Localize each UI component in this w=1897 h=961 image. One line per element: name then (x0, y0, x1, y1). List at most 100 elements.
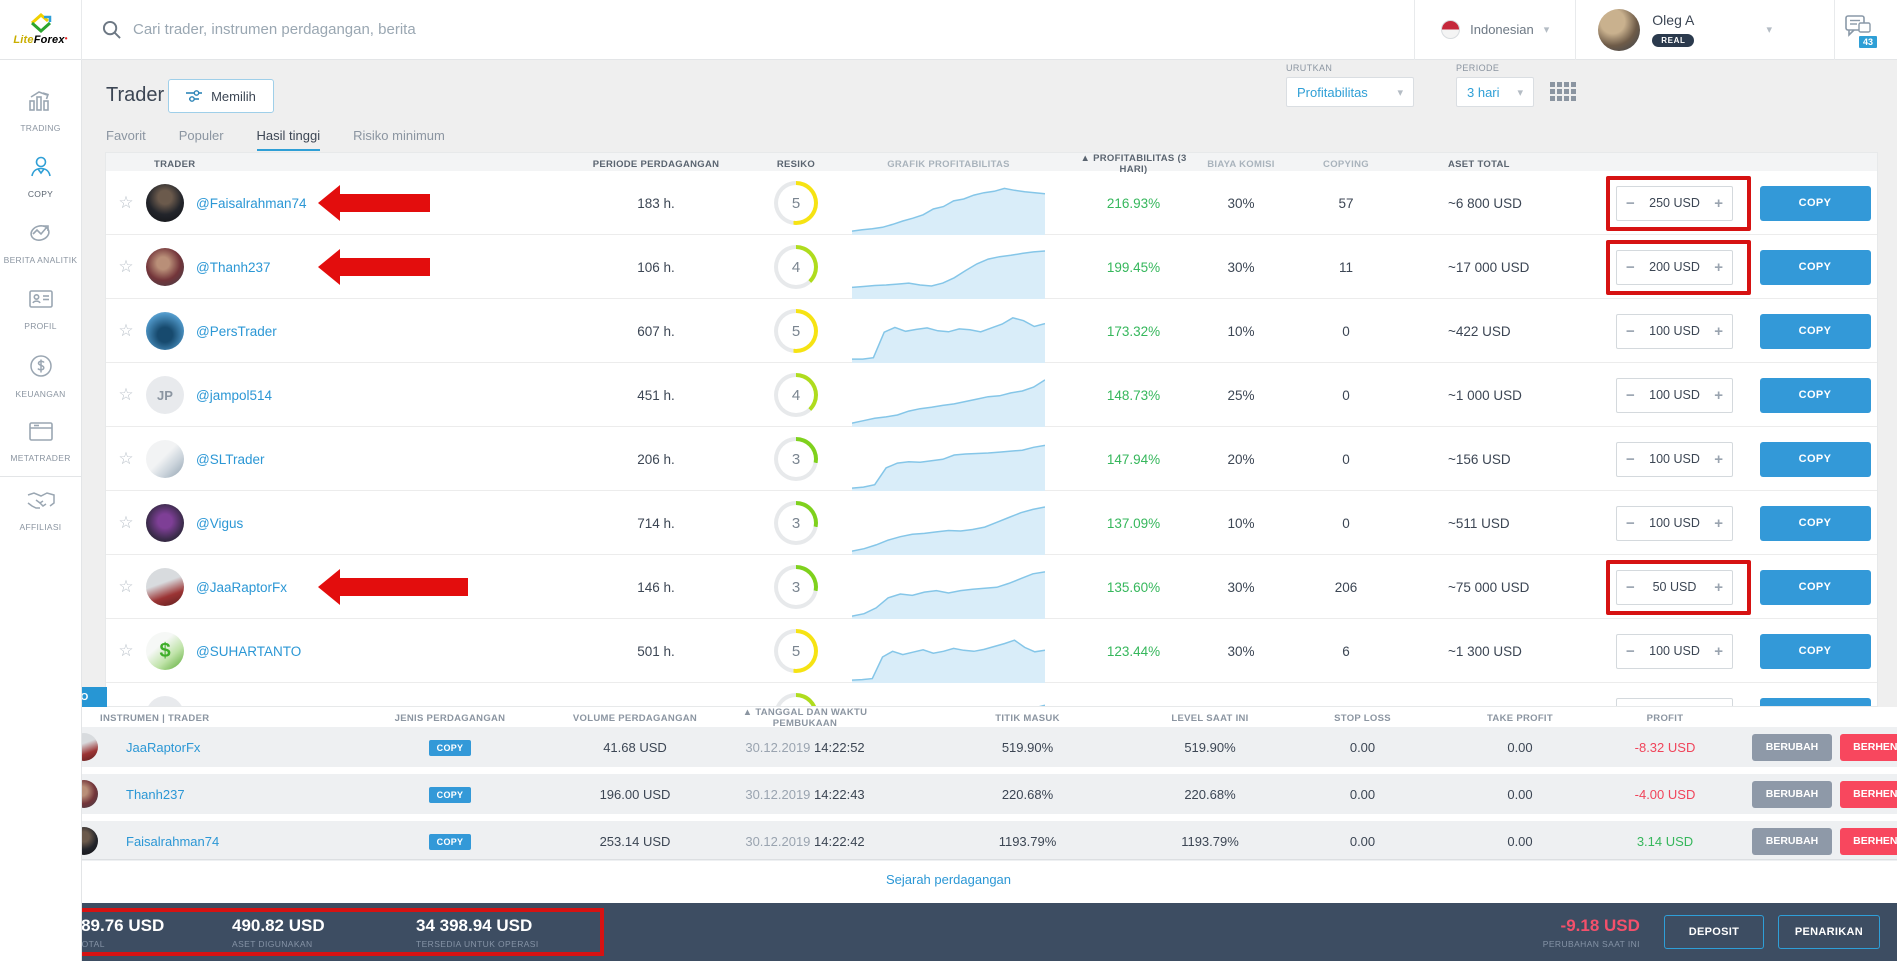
liteforex-logo[interactable]: LiteForex• (0, 0, 82, 60)
copy-button[interactable]: COPY (1760, 506, 1871, 541)
amount-value[interactable]: 100 USD (1649, 516, 1700, 530)
favorite-star-icon[interactable]: ☆ (106, 385, 146, 405)
minus-button[interactable]: − (1626, 515, 1635, 532)
minus-button[interactable]: − (1626, 387, 1635, 404)
col-tanggal-sort[interactable]: ▲ TANGGAL DAN WAKTU PEMBUKAAN (710, 707, 900, 729)
sidebar-item-label: TRADING (20, 123, 60, 133)
sidebar-item-copy[interactable]: COPY (0, 144, 81, 210)
minus-button[interactable]: − (1626, 579, 1635, 596)
change-button[interactable]: BERUBAH (1752, 734, 1832, 761)
trader-name-link[interactable]: Faisalrahman74 (126, 834, 340, 849)
change-button[interactable]: BERUBAH (1752, 828, 1832, 855)
trader-name-link[interactable]: @SLTrader (196, 452, 546, 467)
trader-name-link[interactable]: @jampol514 (196, 388, 546, 403)
trader-name-link[interactable]: Thanh237 (126, 787, 340, 802)
amount-value[interactable]: 100 USD (1649, 644, 1700, 658)
amount-value[interactable]: 100 USD (1649, 324, 1700, 338)
grid-view-icon[interactable] (1550, 82, 1576, 101)
plus-button[interactable]: + (1714, 323, 1723, 340)
plus-button[interactable]: + (1714, 515, 1723, 532)
stop-button[interactable]: BERHENTI (1840, 734, 1897, 761)
trader-avatar[interactable] (146, 440, 184, 478)
trader-avatar[interactable] (146, 504, 184, 542)
user-menu[interactable]: Oleg A REAL ▾ (1576, 9, 1834, 51)
sidebar-item-affiliasi[interactable]: AFFILIASI (0, 479, 81, 543)
trader-avatar[interactable] (146, 248, 184, 286)
total-assets-value: ~1 000 USD (1406, 388, 1606, 403)
tab-risiko-minimum[interactable]: Risiko minimum (353, 128, 445, 151)
copy-button[interactable]: COPY (1760, 250, 1871, 285)
favorite-star-icon[interactable]: ☆ (106, 257, 146, 277)
favorite-star-icon[interactable]: ☆ (106, 513, 146, 533)
trading-period-value: 451 h. (546, 388, 766, 403)
favorite-star-icon[interactable]: ☆ (106, 449, 146, 469)
period-select[interactable]: 3 hari ▾ (1456, 77, 1534, 107)
trader-avatar[interactable] (146, 312, 184, 350)
sidebar-item-profil[interactable]: PROFIL (0, 276, 81, 342)
sidebar-item-trading[interactable]: TRADING (0, 78, 81, 144)
copy-button[interactable]: COPY (1760, 634, 1871, 669)
take-profit-value: 0.00 (1460, 834, 1580, 849)
filter-button[interactable]: Memilih (168, 79, 274, 113)
language-selector[interactable]: Indonesian ▾ (1415, 20, 1575, 39)
copy-button[interactable]: COPY (1760, 378, 1871, 413)
plus-button[interactable]: + (1714, 643, 1723, 660)
minus-button[interactable]: − (1626, 643, 1635, 660)
trader-avatar[interactable]: JP (146, 376, 184, 414)
withdraw-button[interactable]: PENARIKAN (1778, 915, 1880, 949)
trade-history-link[interactable]: Sejarah perdagangan (0, 872, 1897, 887)
stop-button[interactable]: BERHENTI (1840, 828, 1897, 855)
sidebar-item-berita-analitik[interactable]: BERITA ANALITIK (0, 210, 81, 276)
minus-button[interactable]: − (1626, 195, 1635, 212)
global-search[interactable]: Cari trader, instrumen perdagangan, beri… (82, 20, 1414, 39)
sidebar-item-keuangan[interactable]: KEUANGAN (0, 342, 81, 410)
sidebar-item-metatrader[interactable]: METATRADER (0, 410, 81, 474)
trader-avatar[interactable] (146, 568, 184, 606)
notifications-button[interactable]: 43 (1835, 15, 1897, 44)
amount-value[interactable]: 250 USD (1649, 196, 1700, 210)
copy-button[interactable]: COPY (1760, 314, 1871, 349)
account-summary-bar: 34 889.76 USDASET, TOTAL490.82 USDASET D… (0, 903, 1897, 961)
trade-type-badge: COPY (429, 834, 472, 850)
profit-sparkline-chart (826, 619, 1071, 683)
plus-button[interactable]: + (1714, 387, 1723, 404)
deposit-button[interactable]: DEPOSIT (1664, 915, 1764, 949)
plus-button[interactable]: + (1714, 451, 1723, 468)
copy-button[interactable]: COPY (1760, 442, 1871, 477)
trader-avatar[interactable]: $ (146, 632, 184, 670)
minus-button[interactable]: − (1626, 451, 1635, 468)
minus-button[interactable]: − (1626, 259, 1635, 276)
trader-name-link[interactable]: @Vigus (196, 516, 546, 531)
amount-value[interactable]: 100 USD (1649, 452, 1700, 466)
filter-button-label: Memilih (211, 89, 256, 104)
trader-avatar[interactable] (146, 696, 184, 707)
copy-button[interactable]: COPY (1760, 698, 1871, 708)
tab-hasil-tinggi[interactable]: Hasil tinggi (257, 128, 321, 151)
minus-button[interactable]: − (1626, 323, 1635, 340)
plus-button[interactable]: + (1714, 579, 1723, 596)
amount-value[interactable]: 50 USD (1653, 580, 1697, 594)
trader-name-link[interactable]: @PersTrader (196, 324, 546, 339)
favorite-star-icon[interactable]: ☆ (106, 577, 146, 597)
change-button[interactable]: BERUBAH (1752, 781, 1832, 808)
stop-button[interactable]: BERHENTI (1840, 781, 1897, 808)
trader-avatar[interactable] (146, 184, 184, 222)
profit-value: 3.14 USD (1580, 834, 1750, 849)
plus-button[interactable]: + (1714, 259, 1723, 276)
plus-button[interactable]: + (1714, 195, 1723, 212)
amount-value[interactable]: 200 USD (1649, 260, 1700, 274)
tab-favorit[interactable]: Favorit (106, 128, 146, 151)
favorite-star-icon[interactable]: ☆ (106, 193, 146, 213)
trading-period-value: 183 h. (546, 196, 766, 211)
copy-button[interactable]: COPY (1760, 186, 1871, 221)
trader-name-link[interactable]: @SUHARTANTO (196, 644, 546, 659)
commission-value: 25% (1196, 388, 1286, 403)
sort-select[interactable]: Profitabilitas ▾ (1286, 77, 1414, 107)
copy-button[interactable]: COPY (1760, 570, 1871, 605)
trader-name-link[interactable]: JaaRaptorFx (126, 740, 340, 755)
amount-highlight-box: − 250 USD + (1606, 176, 1751, 231)
favorite-star-icon[interactable]: ☆ (106, 641, 146, 661)
amount-value[interactable]: 100 USD (1649, 388, 1700, 402)
favorite-star-icon[interactable]: ☆ (106, 321, 146, 341)
tab-populer[interactable]: Populer (179, 128, 224, 151)
